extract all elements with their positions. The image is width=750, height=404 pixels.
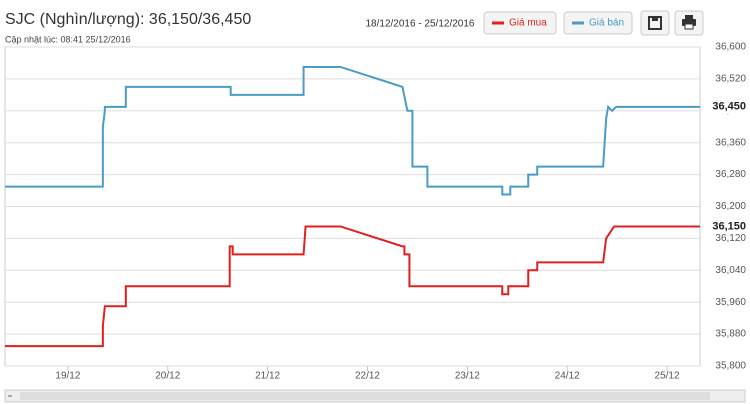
value-label-bg (708, 219, 748, 234)
value-label: 36,150 (712, 220, 746, 232)
legend-label: Giá bán (589, 18, 624, 29)
button-frame (483, 11, 557, 35)
print-icon (684, 23, 694, 30)
x-tick-label: 25/12 (655, 371, 680, 382)
value-label: 36,450 (712, 101, 746, 113)
print-button[interactable] (674, 10, 704, 36)
button-frame (563, 11, 633, 35)
y-tick-label: 36,280 (715, 169, 746, 180)
y-tick-label: 35,960 (715, 297, 746, 308)
x-tick-label: 24/12 (555, 371, 580, 382)
updated-time: Cập nhật lúc: 08:41 25/12/2016 (5, 34, 131, 44)
legend-button[interactable]: Giá mua (483, 11, 557, 35)
y-tick-label: 36,360 (715, 137, 746, 148)
save-button[interactable] (640, 10, 670, 36)
y-tick-label: 36,520 (715, 74, 746, 85)
print-icon (685, 15, 693, 19)
legend-label: Giá mua (509, 18, 547, 29)
value-label-bg (708, 99, 748, 114)
x-tick-label: 23/12 (455, 371, 480, 382)
y-tick-label: 36,120 (715, 233, 746, 244)
y-tick-label: 36,600 (715, 42, 746, 53)
y-tick-label: 35,800 (715, 361, 746, 372)
x-tick-label: 19/12 (55, 371, 80, 382)
scrollbar[interactable] (4, 389, 746, 403)
scroll-thumb (20, 392, 710, 400)
y-tick-label: 35,880 (715, 329, 746, 340)
x-tick-label: 22/12 (355, 371, 380, 382)
legend-button[interactable]: Giá bán (563, 11, 633, 35)
y-tick-label: 36,200 (715, 201, 746, 212)
button-frame (640, 10, 670, 36)
x-tick-label: 21/12 (255, 371, 280, 382)
price-line (5, 225, 700, 348)
chart-title: SJC (Nghìn/lượng): 36,150/36,450 (5, 11, 251, 28)
x-tick-label: 20/12 (155, 371, 180, 382)
save-icon (652, 17, 658, 21)
y-tick-label: 36,040 (715, 265, 746, 276)
price-line (5, 65, 700, 196)
date-range: 18/12/2016 - 25/12/2016 (366, 19, 475, 30)
